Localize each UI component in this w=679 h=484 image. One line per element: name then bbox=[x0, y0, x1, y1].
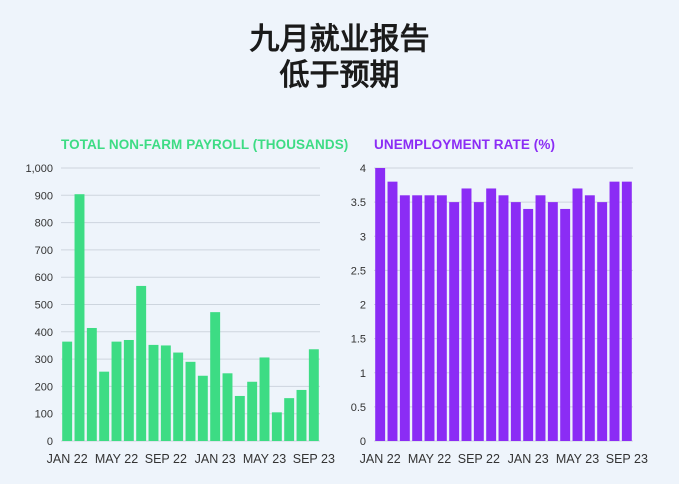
x-tick-label: MAY 22 bbox=[95, 452, 138, 466]
bar bbox=[375, 168, 386, 441]
y-tick-label: 3 bbox=[360, 231, 366, 243]
bar bbox=[247, 381, 258, 441]
x-tick-label: SEP 23 bbox=[606, 452, 648, 466]
bar bbox=[412, 195, 423, 441]
bar bbox=[498, 195, 509, 441]
bar bbox=[523, 208, 534, 441]
y-tick-label: 1.5 bbox=[351, 334, 366, 346]
unemployment-chart-title: UNEMPLOYMENT RATE (%) bbox=[374, 137, 556, 152]
bar bbox=[486, 188, 497, 441]
bar bbox=[210, 312, 221, 441]
bar bbox=[621, 181, 632, 441]
bar bbox=[461, 188, 472, 441]
y-tick-label: 200 bbox=[35, 381, 53, 393]
x-tick-label: JAN 23 bbox=[508, 452, 549, 466]
y-tick-label: 500 bbox=[35, 300, 53, 312]
bar bbox=[271, 412, 282, 441]
x-tick-label: JAN 23 bbox=[195, 452, 236, 466]
x-tick-label: MAY 22 bbox=[408, 452, 451, 466]
bar bbox=[185, 361, 196, 441]
bar bbox=[572, 188, 583, 441]
bar bbox=[197, 375, 208, 441]
x-tick-label: JAN 22 bbox=[47, 452, 88, 466]
bar bbox=[560, 208, 571, 441]
y-tick-label: 300 bbox=[35, 354, 53, 366]
payroll-chart-title: TOTAL NON-FARM PAYROLL (THOUSANDS) bbox=[61, 137, 349, 152]
y-tick-label: 700 bbox=[35, 245, 53, 257]
y-tick-label: 4 bbox=[360, 163, 366, 175]
y-tick-label: 100 bbox=[35, 409, 53, 421]
bar bbox=[424, 195, 435, 441]
bar bbox=[597, 202, 608, 441]
bar bbox=[222, 373, 233, 441]
y-tick-label: 900 bbox=[35, 190, 53, 202]
page-title: 九月就业报告 低于预期 bbox=[0, 22, 679, 94]
bar bbox=[436, 195, 447, 441]
bar bbox=[535, 195, 546, 441]
bar bbox=[259, 357, 270, 441]
bar bbox=[111, 341, 122, 441]
y-tick-label: 400 bbox=[35, 327, 53, 339]
bar bbox=[123, 339, 134, 441]
bar bbox=[609, 181, 620, 441]
y-tick-label: 2.5 bbox=[351, 265, 366, 277]
x-tick-label: MAY 23 bbox=[243, 452, 286, 466]
bar bbox=[510, 202, 521, 441]
y-tick-label: 2 bbox=[360, 300, 366, 312]
x-tick-label: MAY 23 bbox=[556, 452, 599, 466]
y-tick-label: 0 bbox=[47, 436, 53, 448]
y-tick-label: 1 bbox=[360, 368, 366, 380]
bar bbox=[296, 389, 307, 441]
bar bbox=[473, 202, 484, 441]
bar bbox=[86, 327, 97, 441]
bar bbox=[449, 202, 460, 441]
x-tick-label: SEP 22 bbox=[458, 452, 500, 466]
bar bbox=[136, 285, 147, 441]
bar bbox=[234, 395, 245, 441]
bar bbox=[99, 371, 110, 441]
bar bbox=[62, 341, 73, 441]
y-tick-label: 0.5 bbox=[351, 402, 366, 414]
bar bbox=[173, 352, 184, 441]
y-tick-label: 600 bbox=[35, 272, 53, 284]
x-tick-label: SEP 23 bbox=[293, 452, 335, 466]
bar bbox=[387, 181, 398, 441]
bar bbox=[584, 195, 595, 441]
title-line-1: 九月就业报告 bbox=[249, 22, 430, 57]
y-tick-label: 0 bbox=[360, 436, 366, 448]
title-line-2: 低于预期 bbox=[279, 58, 400, 93]
bar bbox=[308, 349, 319, 441]
x-tick-label: SEP 22 bbox=[145, 452, 187, 466]
y-tick-label: 800 bbox=[35, 218, 53, 230]
y-tick-label: 3.5 bbox=[351, 197, 366, 209]
bar bbox=[160, 345, 171, 441]
bar bbox=[148, 344, 159, 441]
y-tick-label: 1,000 bbox=[25, 163, 53, 175]
x-tick-label: JAN 22 bbox=[360, 452, 401, 466]
bar bbox=[284, 398, 295, 441]
bar bbox=[74, 194, 85, 441]
bar bbox=[399, 195, 410, 441]
bar bbox=[547, 202, 558, 441]
